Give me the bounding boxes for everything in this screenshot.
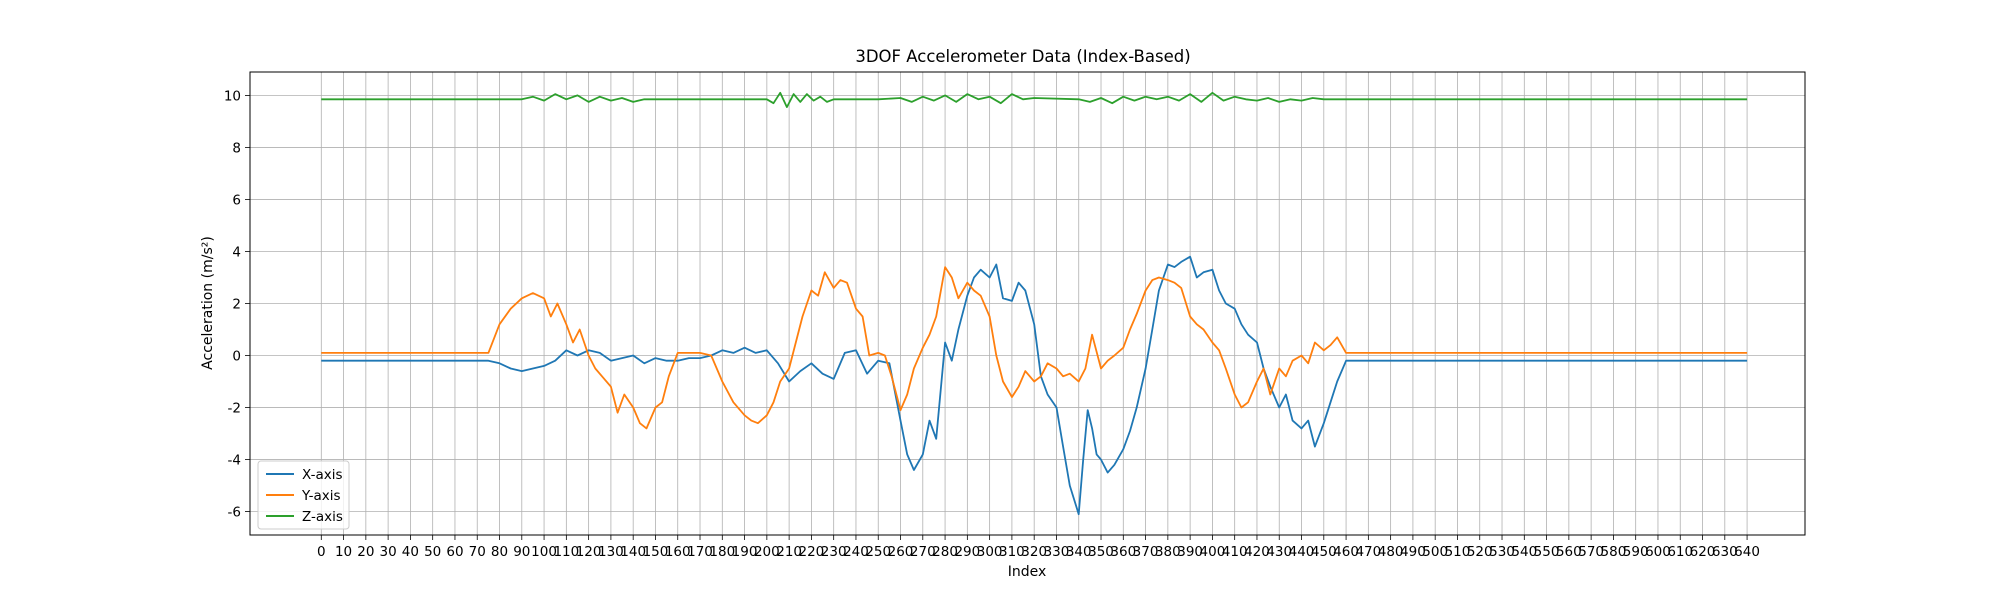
x-tick-label: 40 <box>402 544 419 560</box>
x-tick-label: 130 <box>598 544 624 560</box>
x-tick-label: 450 <box>1311 544 1337 560</box>
x-tick-label: 180 <box>709 544 735 560</box>
x-tick-label: 30 <box>380 544 397 560</box>
x-tick-label: 390 <box>1177 544 1203 560</box>
x-tick-label: 170 <box>687 544 713 560</box>
x-tick-label: 600 <box>1645 544 1671 560</box>
y-tick-label: -6 <box>228 505 241 521</box>
x-tick-label: 630 <box>1712 544 1738 560</box>
y-tick-label: 6 <box>232 192 241 208</box>
x-tick-label: 60 <box>446 544 463 560</box>
x-tick-label: 100 <box>531 544 557 560</box>
legend-label-z: Z-axis <box>302 509 343 525</box>
x-tick-label: 280 <box>932 544 958 560</box>
x-tick-label: 460 <box>1333 544 1359 560</box>
x-tick-label: 120 <box>576 544 602 560</box>
x-tick-label: 0 <box>317 544 326 560</box>
x-tick-label: 350 <box>1088 544 1114 560</box>
y-tick-label: 0 <box>232 349 241 365</box>
x-tick-label: 500 <box>1422 544 1448 560</box>
x-tick-label: 440 <box>1289 544 1315 560</box>
x-tick-label: 90 <box>513 544 530 560</box>
series-lines <box>321 91 1748 516</box>
x-tick-label: 250 <box>865 544 891 560</box>
legend: X-axis Y-axis Z-axis <box>257 460 350 530</box>
x-tick-label: 330 <box>1044 544 1070 560</box>
y-tick-label: 4 <box>232 244 241 260</box>
x-tick-label: 380 <box>1155 544 1181 560</box>
legend-frame <box>257 460 350 530</box>
x-axis-label: Index <box>1008 564 1047 580</box>
x-tick-label: 110 <box>553 544 579 560</box>
x-tick-label: 470 <box>1355 544 1381 560</box>
y-tick-label: -2 <box>228 401 241 417</box>
x-tick-label: 190 <box>732 544 758 560</box>
x-tick-label: 360 <box>1110 544 1136 560</box>
x-tick-label: 610 <box>1667 544 1693 560</box>
z-axis-series-line <box>321 91 1748 108</box>
y-axis-label: Acceleration (m/s²) <box>200 236 216 370</box>
x-tick-label: 560 <box>1556 544 1582 560</box>
x-tick-label: 430 <box>1266 544 1292 560</box>
x-tick-label: 230 <box>821 544 847 560</box>
x-tick-label: 320 <box>1021 544 1047 560</box>
x-tick-label: 150 <box>643 544 669 560</box>
x-tick-label: 270 <box>910 544 936 560</box>
x-tick-label: 300 <box>977 544 1003 560</box>
x-tick-label: 540 <box>1511 544 1537 560</box>
x-tick-label: 420 <box>1244 544 1270 560</box>
x-tick-label: 620 <box>1690 544 1716 560</box>
x-tick-label: 530 <box>1489 544 1515 560</box>
x-tick-label: 340 <box>1066 544 1092 560</box>
x-tick-label: 140 <box>620 544 646 560</box>
x-tick-label: 400 <box>1200 544 1226 560</box>
x-tick-label: 210 <box>776 544 802 560</box>
x-tick-label: 10 <box>335 544 352 560</box>
grid <box>250 72 1805 535</box>
x-axis-series-line <box>321 255 1748 516</box>
x-tick-label: 290 <box>954 544 980 560</box>
x-tick-label: 160 <box>665 544 691 560</box>
x-tick-label: 510 <box>1445 544 1471 560</box>
y-axis-series-line <box>321 266 1748 430</box>
axis-ticks: 0 10 20 30 40 50 60 70 80 90 100110120130140150160… <box>224 88 1760 560</box>
x-tick-label: 570 <box>1578 544 1604 560</box>
x-tick-label: 410 <box>1222 544 1248 560</box>
x-tick-label: 550 <box>1534 544 1560 560</box>
x-tick-label: 370 <box>1133 544 1159 560</box>
x-tick-label: 310 <box>999 544 1025 560</box>
x-tick-label: 260 <box>888 544 914 560</box>
x-tick-label: 590 <box>1623 544 1649 560</box>
x-tick-label: 70 <box>469 544 486 560</box>
x-tick-label: 240 <box>843 544 869 560</box>
x-tick-label: 200 <box>754 544 780 560</box>
chart-title: 3DOF Accelerometer Data (Index-Based) <box>855 47 1190 66</box>
x-tick-label: 580 <box>1601 544 1627 560</box>
x-tick-label: 490 <box>1400 544 1426 560</box>
y-tick-label: 2 <box>232 297 241 313</box>
legend-label-y: Y-axis <box>301 488 341 504</box>
x-tick-label: 220 <box>799 544 825 560</box>
x-tick-label: 80 <box>491 544 508 560</box>
y-tick-label: -4 <box>228 453 241 469</box>
y-tick-label: 8 <box>232 140 241 156</box>
x-tick-label: 520 <box>1467 544 1493 560</box>
legend-label-x: X-axis <box>302 467 343 483</box>
x-tick-label: 480 <box>1378 544 1404 560</box>
x-tick-label: 20 <box>357 544 374 560</box>
plot-frame <box>249 71 1806 536</box>
y-tick-label: 10 <box>224 88 241 104</box>
x-tick-label: 640 <box>1734 544 1760 560</box>
x-tick-label: 50 <box>424 544 441 560</box>
